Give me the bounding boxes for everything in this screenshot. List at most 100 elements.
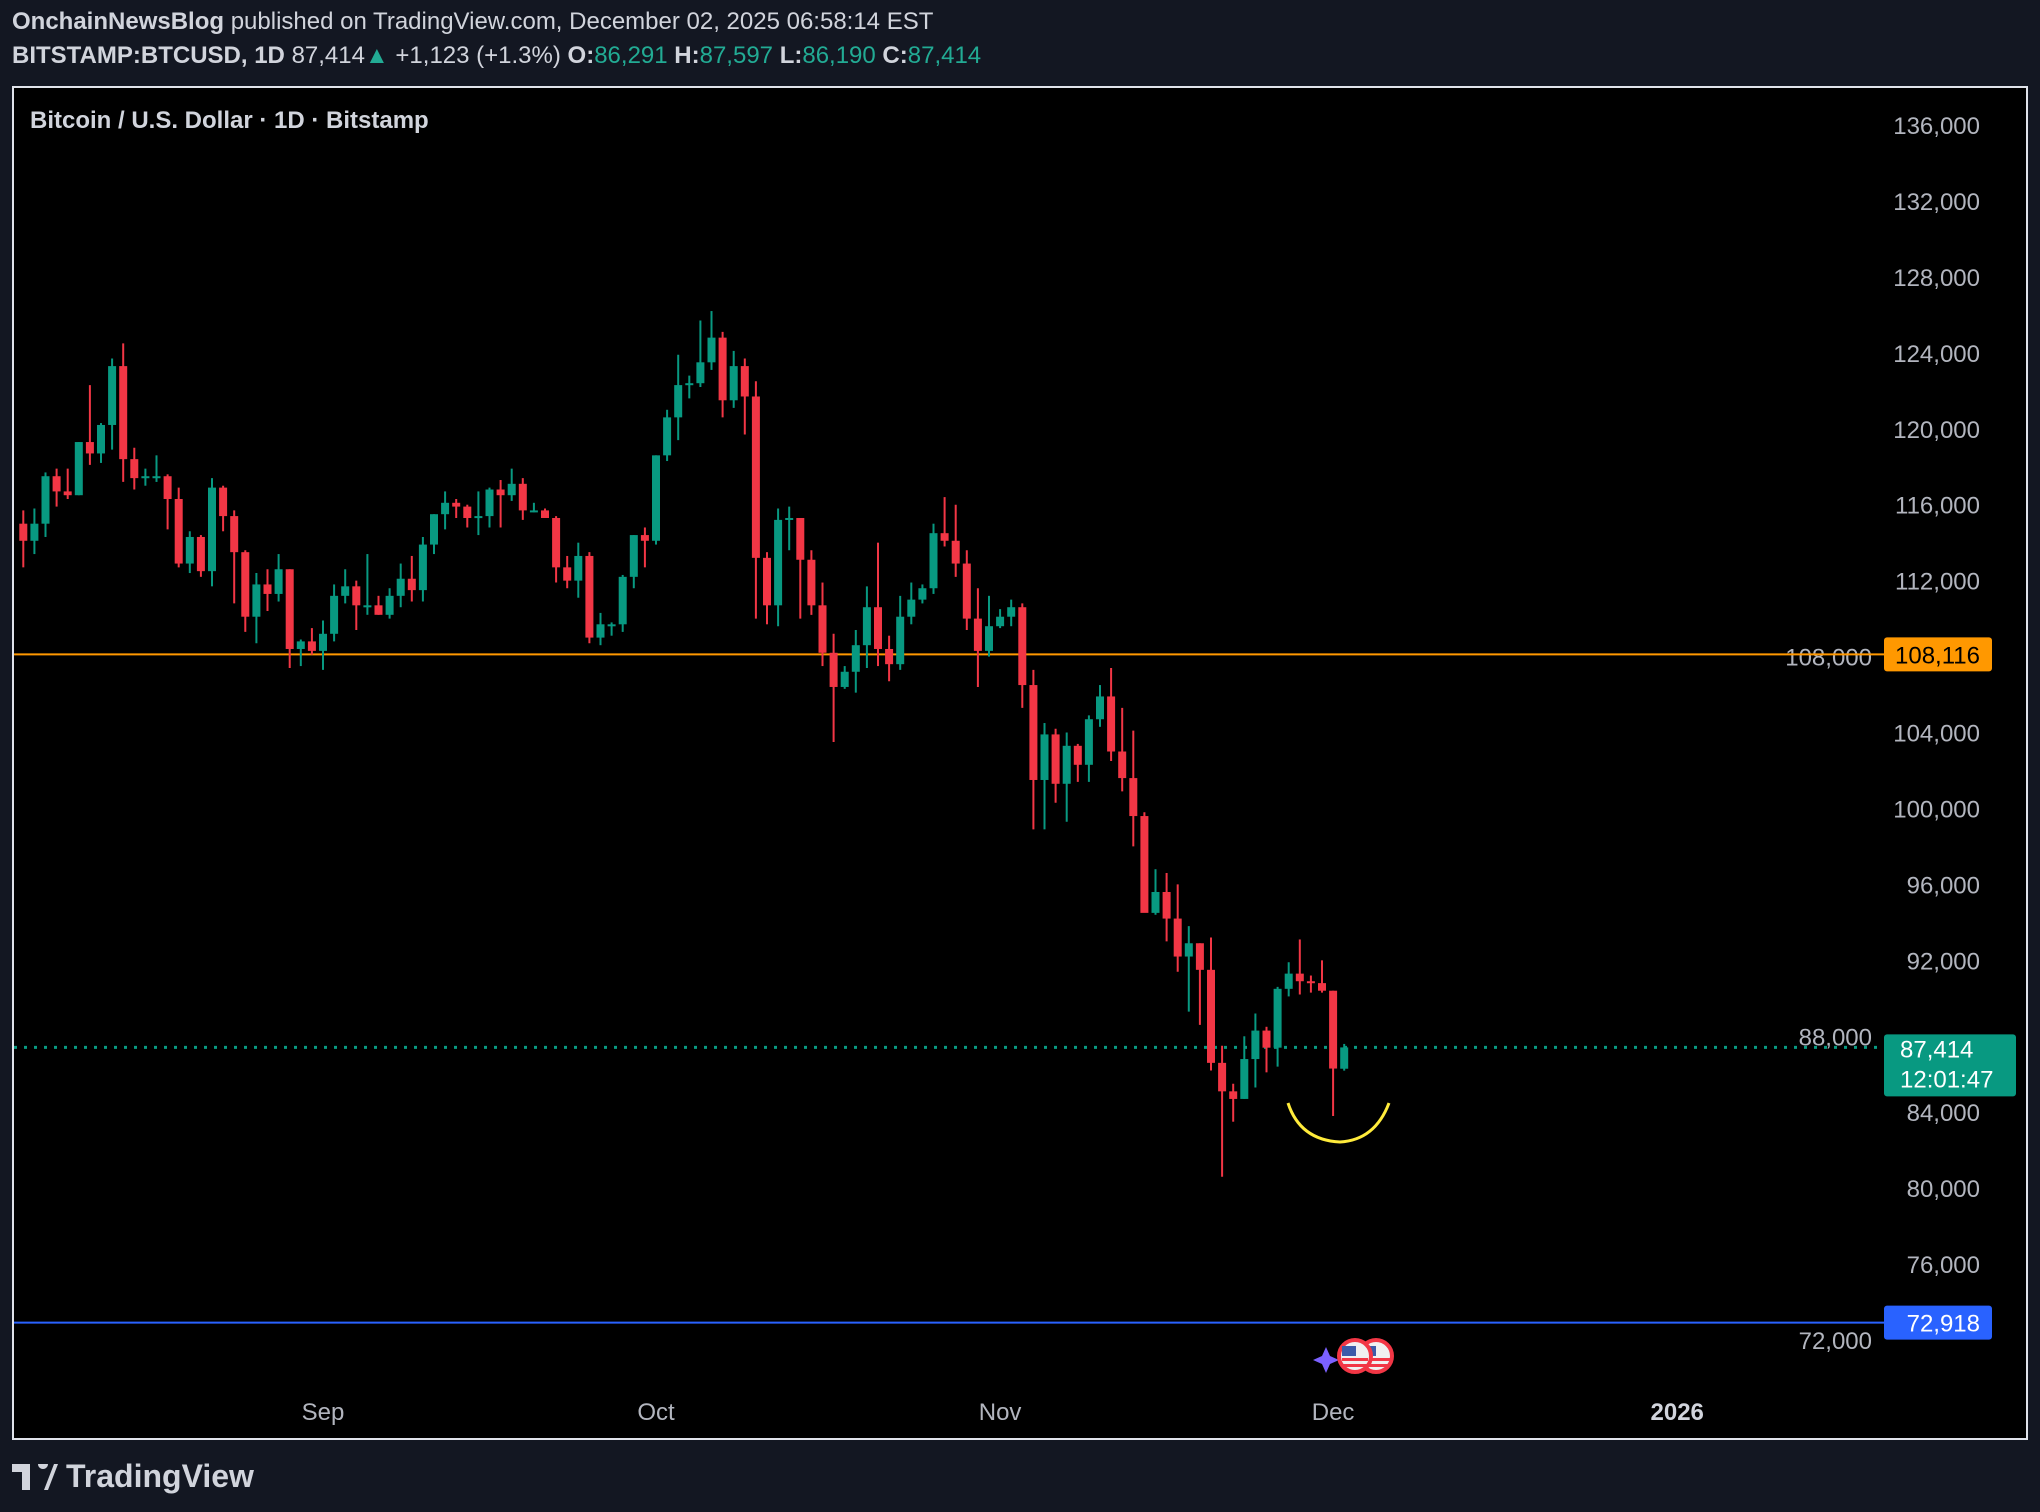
candle-2025-10-28[interactable] — [951, 504, 960, 577]
candle-2025-08-25[interactable] — [241, 550, 250, 632]
candle-2025-09-20[interactable] — [529, 502, 538, 513]
candle-2025-11-06[interactable] — [1051, 728, 1060, 803]
candle-2025-11-07[interactable] — [1062, 732, 1071, 822]
candle-2025-11-17[interactable] — [1173, 884, 1182, 972]
candle-2025-11-09[interactable] — [1084, 715, 1093, 782]
candle-2025-11-20[interactable] — [1207, 937, 1215, 1071]
candle-2025-09-27[interactable] — [607, 622, 616, 636]
candle-2025-08-26[interactable] — [252, 573, 261, 644]
candle-2025-08-23[interactable] — [219, 485, 228, 532]
candle-2025-10-13[interactable] — [785, 506, 794, 551]
candle-2025-08-30[interactable] — [296, 639, 305, 667]
candle-2025-09-14[interactable] — [463, 504, 472, 528]
candle-2025-10-29[interactable] — [962, 550, 971, 631]
candle-2025-10-23[interactable] — [896, 595, 905, 670]
candle-2025-08-24[interactable] — [230, 510, 239, 604]
candle-2025-11-28[interactable] — [1295, 939, 1304, 995]
candle-2025-11-08[interactable] — [1073, 743, 1082, 782]
candle-2025-09-15[interactable] — [474, 491, 483, 536]
candle-2025-12-01[interactable] — [1329, 990, 1338, 1117]
candle-2025-09-04[interactable] — [352, 580, 361, 631]
candle-2025-09-16[interactable] — [485, 487, 494, 528]
candle-2025-12-02[interactable] — [1340, 1043, 1349, 1071]
candle-2025-09-30[interactable] — [640, 527, 649, 568]
candle-2025-09-02[interactable] — [330, 584, 339, 642]
candle-2025-09-24[interactable] — [574, 542, 583, 598]
candle-2025-08-07[interactable] — [41, 472, 50, 537]
candle-2025-11-02[interactable] — [1007, 599, 1016, 627]
candle-2025-08-13[interactable] — [108, 358, 117, 450]
candle-2025-11-04[interactable] — [1029, 669, 1038, 830]
candle-2025-09-23[interactable] — [563, 555, 572, 589]
us-flag-event-icon[interactable] — [1337, 1338, 1373, 1374]
candle-2025-10-11[interactable] — [763, 552, 771, 625]
candle-2025-08-09[interactable] — [63, 468, 72, 500]
candle-2025-11-12[interactable] — [1118, 707, 1127, 792]
candle-2025-10-02[interactable] — [663, 409, 672, 462]
candle-2025-11-23[interactable] — [1240, 1036, 1249, 1099]
candle-2025-09-29[interactable] — [629, 535, 638, 589]
candle-2025-08-11[interactable] — [85, 385, 94, 465]
candle-2025-11-30[interactable] — [1318, 960, 1326, 993]
candle-2025-11-15[interactable] — [1151, 869, 1160, 915]
candle-2025-10-07[interactable] — [718, 331, 727, 418]
candle-2025-09-05[interactable] — [363, 554, 372, 615]
candle-2025-10-22[interactable] — [885, 635, 894, 682]
candle-2025-08-19[interactable] — [174, 487, 183, 568]
candle-2025-10-10[interactable] — [751, 381, 760, 619]
candle-2025-08-15[interactable] — [130, 447, 139, 490]
candle-2025-10-04[interactable] — [685, 375, 694, 399]
candle-2025-10-20[interactable] — [862, 586, 871, 668]
candle-2025-08-12[interactable] — [97, 423, 105, 463]
candle-2025-10-06[interactable] — [707, 311, 716, 370]
candle-2025-11-05[interactable] — [1040, 723, 1049, 830]
candle-2025-11-24[interactable] — [1251, 1013, 1260, 1088]
candle-2025-08-27[interactable] — [263, 569, 272, 612]
candle-2025-10-03[interactable] — [674, 354, 683, 441]
candle-2025-08-22[interactable] — [208, 478, 216, 587]
candle-2025-10-31[interactable] — [985, 595, 993, 657]
candle-2025-10-01[interactable] — [652, 455, 660, 545]
candle-2025-11-19[interactable] — [1195, 943, 1204, 1025]
candle-2025-11-26[interactable] — [1273, 986, 1282, 1067]
author-name[interactable]: OnchainNewsBlog — [12, 8, 225, 35]
economic-events[interactable] — [1313, 1338, 1394, 1374]
candle-2025-08-08[interactable] — [52, 468, 61, 507]
candle-2025-09-08[interactable] — [396, 563, 405, 608]
candle-2025-08-05[interactable] — [19, 510, 28, 568]
candle-2025-11-01[interactable] — [996, 609, 1005, 629]
candle-2025-10-09[interactable] — [740, 358, 749, 435]
chart-area[interactable] — [12, 86, 2028, 1440]
candle-2025-09-06[interactable] — [374, 595, 383, 615]
candle-2025-08-14[interactable] — [119, 343, 128, 482]
candle-2025-10-26[interactable] — [929, 523, 938, 594]
tradingview-logo[interactable]: TradingView — [12, 1458, 254, 1495]
candle-2025-10-12[interactable] — [774, 508, 783, 627]
candle-2025-08-16[interactable] — [141, 468, 150, 486]
candle-2025-09-03[interactable] — [341, 569, 350, 604]
candle-2025-11-21[interactable] — [1218, 1045, 1227, 1177]
candle-2025-09-19[interactable] — [518, 478, 527, 520]
candle-2025-10-27[interactable] — [940, 497, 949, 547]
candle-2025-09-07[interactable] — [385, 588, 394, 619]
candle-2025-08-17[interactable] — [152, 455, 161, 482]
candle-2025-11-03[interactable] — [1018, 603, 1027, 708]
candle-2025-11-29[interactable] — [1306, 975, 1315, 993]
candle-2025-11-14[interactable] — [1140, 812, 1149, 913]
candle-2025-09-10[interactable] — [418, 536, 427, 602]
candle-2025-11-10[interactable] — [1096, 685, 1104, 727]
candle-2025-11-13[interactable] — [1129, 730, 1138, 847]
candle-2025-08-10[interactable] — [74, 442, 83, 496]
candle-2025-10-25[interactable] — [918, 584, 927, 604]
candle-2025-10-16[interactable] — [818, 582, 827, 667]
candle-2025-08-28[interactable] — [274, 554, 283, 602]
candle-2025-08-29[interactable] — [285, 569, 294, 668]
candle-2025-09-21[interactable] — [541, 508, 549, 518]
candle-2025-09-17[interactable] — [496, 480, 505, 528]
candle-2025-10-30[interactable] — [973, 588, 982, 687]
candle-2025-11-11[interactable] — [1107, 667, 1116, 761]
candle-2025-10-17[interactable] — [829, 633, 838, 743]
candle-2025-09-28[interactable] — [618, 574, 627, 632]
candle-2025-10-05[interactable] — [696, 320, 705, 387]
